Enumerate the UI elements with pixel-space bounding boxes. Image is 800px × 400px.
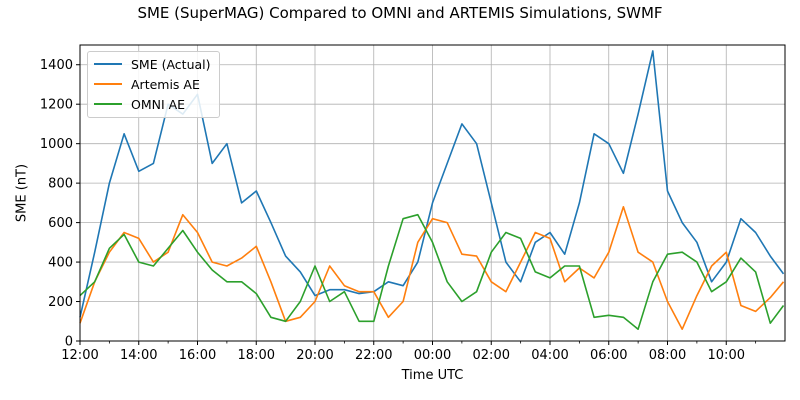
y-tick-label: 200	[48, 295, 73, 310]
x-tick-label: 08:00	[649, 348, 686, 363]
x-tick-label: 02:00	[473, 348, 510, 363]
x-tick-label: 16:00	[179, 348, 216, 363]
series-line-2	[79, 213, 785, 331]
x-axis-label: Time UTC	[401, 368, 464, 383]
legend-label-sme: SME (Actual)	[131, 56, 211, 72]
legend-item-omni: OMNI AE	[94, 94, 211, 114]
legend-item-sme: SME (Actual)	[94, 54, 211, 74]
legend-swatch-omni	[94, 103, 122, 105]
y-tick-label: 600	[48, 216, 73, 231]
axis-ticks: 0 200 400 600 800 1000 1200 1400 12:00 14:00 16:00…	[40, 58, 757, 363]
x-tick-label: 00:00	[414, 348, 451, 363]
x-tick-label: 04:00	[531, 348, 568, 363]
x-tick-label: 18:00	[238, 348, 275, 363]
legend-label-omni: OMNI AE	[131, 96, 186, 112]
legend: SME (Actual) Artemis AE OMNI AE	[87, 51, 220, 118]
y-tick-label: 1400	[40, 58, 73, 73]
y-tick-label: 400	[48, 256, 73, 271]
x-tick-label: 14:00	[120, 348, 157, 363]
x-tick-label: 06:00	[590, 348, 627, 363]
series-line-1	[79, 206, 785, 331]
chart-title: SME (SuperMAG) Compared to OMNI and ARTE…	[137, 4, 663, 22]
x-tick-label: 12:00	[61, 348, 98, 363]
legend-item-artemis: Artemis AE	[94, 74, 211, 94]
x-tick-label: 20:00	[296, 348, 333, 363]
x-tick-label: 22:00	[355, 348, 392, 363]
legend-label-artemis: Artemis AE	[131, 76, 200, 92]
legend-swatch-sme	[94, 63, 122, 65]
y-tick-label: 1000	[40, 137, 73, 152]
y-axis-label: SME (nT)	[14, 163, 30, 223]
legend-swatch-artemis	[94, 83, 122, 85]
y-tick-label: 0	[65, 335, 73, 350]
y-tick-label: 1200	[40, 98, 73, 113]
x-tick-label: 10:00	[708, 348, 745, 363]
y-tick-label: 800	[48, 177, 73, 192]
